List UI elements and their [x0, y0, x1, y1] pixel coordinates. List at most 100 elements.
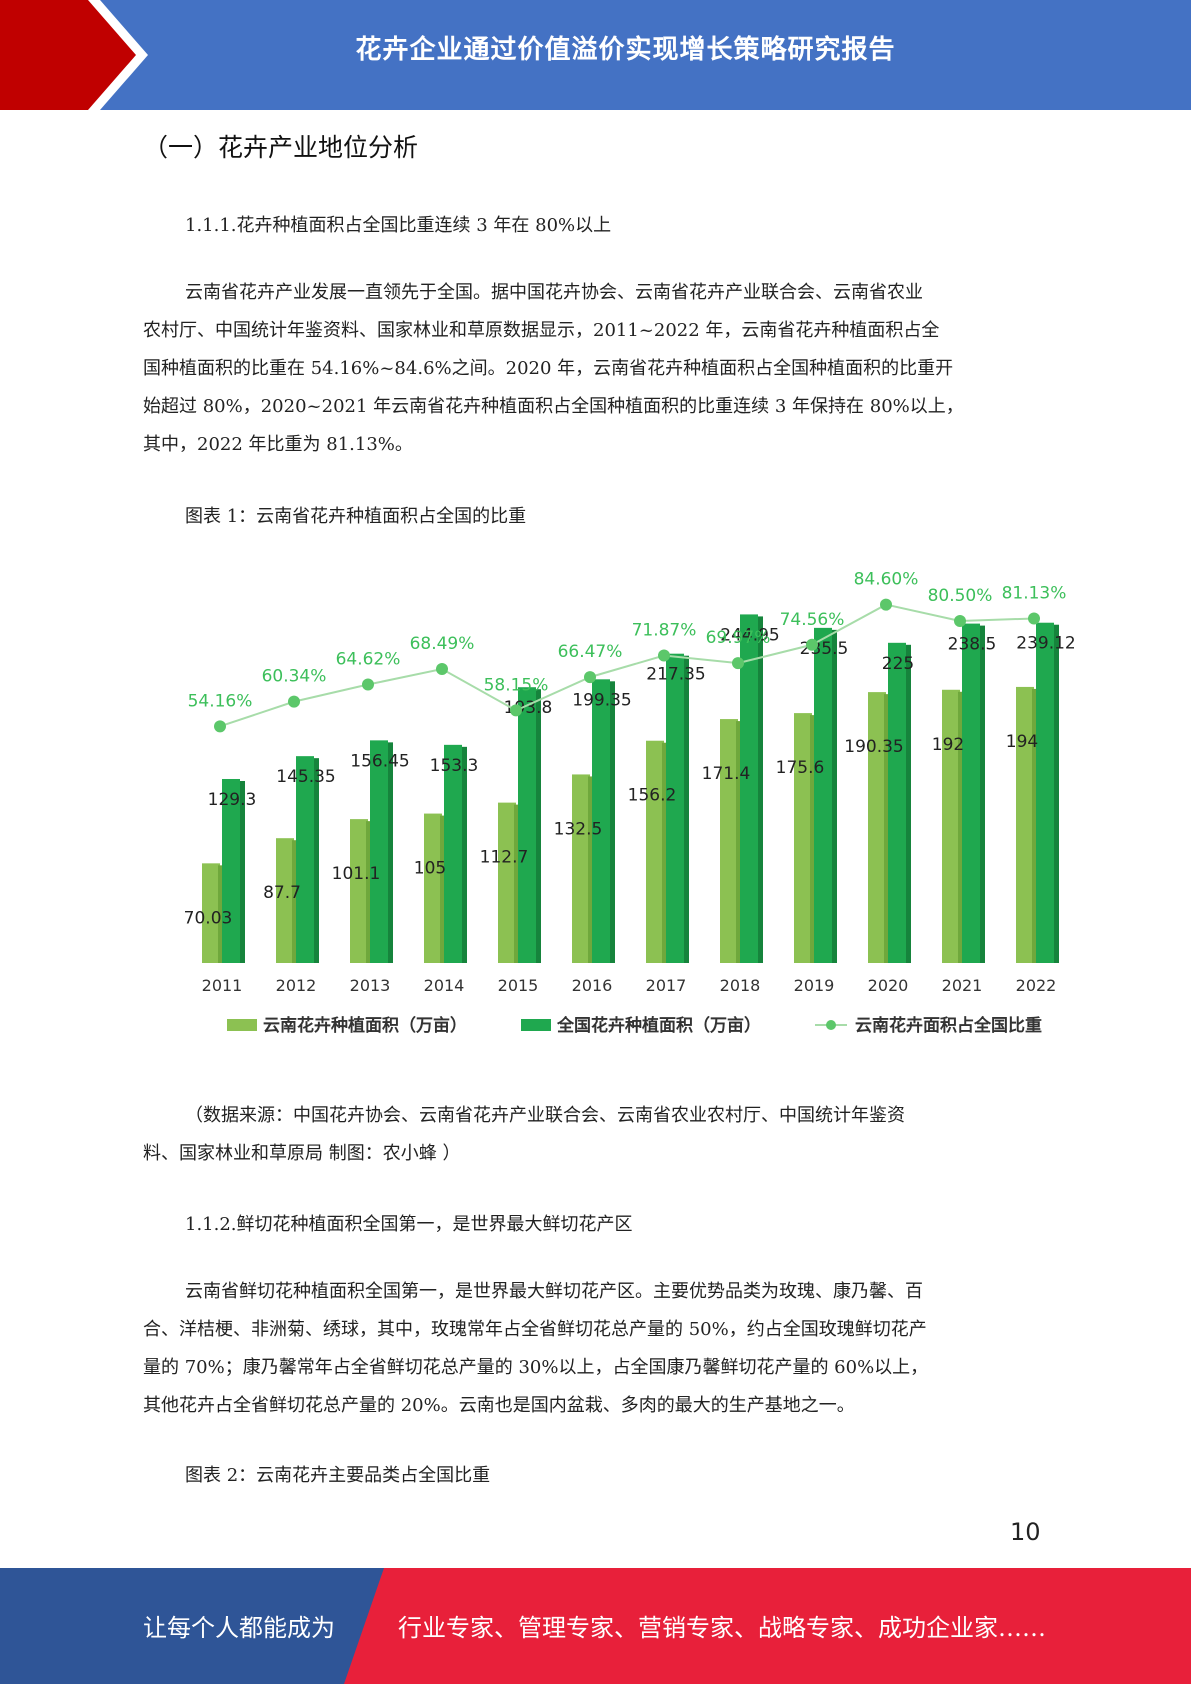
x-tick-label: 2018 — [720, 976, 761, 995]
bar-label-yunnan: 194 — [1006, 732, 1038, 752]
bar-national-side — [610, 681, 615, 963]
ratio-label: 74.56% — [780, 610, 845, 630]
bar-national-side — [906, 644, 911, 963]
bar-yunnan-2022 — [1016, 686, 1034, 963]
bar-label-national: 217.35 — [646, 665, 705, 685]
bar-yunnan-2020 — [868, 692, 886, 963]
figure-1-caption: 图表 1：云南省花卉种植面积占全国的比重 — [185, 506, 527, 527]
bar-label-national: 239.12 — [1016, 634, 1075, 654]
ratio-label: 71.87% — [632, 621, 697, 641]
ratio-point-2016 — [584, 671, 596, 684]
bar-yunnan-2015 — [498, 802, 516, 963]
bar-label-yunnan: 87.7 — [263, 883, 301, 903]
bar-national-2019 — [814, 627, 832, 963]
bar-national-2020 — [888, 642, 906, 963]
bar-national-2016 — [592, 679, 610, 963]
report-header: 花卉企业通过价值溢价实现增长策略研究报告 — [0, 0, 1191, 110]
x-tick-label: 2013 — [350, 976, 391, 995]
ratio-label: 64.62% — [336, 650, 401, 670]
bar-label-national: 153.3 — [430, 756, 479, 776]
paragraph-line: 云南省花卉产业发展一直领先于全国。据中国花卉协会、云南省花卉产业联合会、云南省农… — [185, 282, 923, 303]
x-tick-label: 2011 — [202, 976, 243, 995]
ratio-label: 69.97% — [706, 628, 771, 648]
ratio-label: 68.49% — [410, 634, 475, 654]
bar-label-national: 156.45 — [350, 751, 409, 771]
ratio-point-2013 — [362, 678, 374, 691]
bar-label-national: 199.35 — [572, 690, 631, 710]
bar-yunnan-side — [884, 694, 888, 963]
ratio-label: 81.13% — [1002, 583, 1067, 603]
ratio-point-2019 — [806, 638, 818, 651]
bar-yunnan-2021 — [942, 689, 960, 963]
bar-national-2014 — [444, 744, 462, 963]
bar-yunnan-2011 — [202, 863, 220, 963]
source-line: （数据来源：中国花卉协会、云南省花卉产业联合会、云南省农业农村厅、中国统计年鉴资 — [185, 1105, 905, 1126]
footer-slogan-left: 让每个人都能成为 — [143, 1614, 335, 1642]
bar-yunnan-2016 — [572, 774, 590, 963]
paragraph-line: 其中，2022 年比重为 81.13%。 — [143, 434, 413, 455]
bar-yunnan-side — [1032, 688, 1036, 963]
bar-label-yunnan: 175.6 — [776, 758, 825, 778]
report-title: 花卉企业通过价值溢价实现增长策略研究报告 — [355, 35, 896, 65]
bar-national-side — [1054, 624, 1059, 963]
ratio-label: 66.47% — [558, 642, 623, 662]
bar-label-national: 129.3 — [208, 790, 257, 810]
x-tick-label: 2022 — [1016, 976, 1057, 995]
ratio-point-2012 — [288, 695, 300, 708]
ratio-point-2011 — [214, 720, 226, 733]
paragraph-line: 始超过 80%，2020~2021 年云南省花卉种植面积占全国种植面积的比重连续… — [143, 396, 964, 417]
x-tick-label: 2014 — [424, 976, 465, 995]
subsection-heading-2: 1.1.2.鲜切花种植面积全国第一，是世界最大鲜切花产区 — [185, 1214, 633, 1235]
bar-national-2012 — [296, 756, 314, 963]
legend-label-yunnan: 云南花卉种植面积（万亩） — [263, 1015, 467, 1036]
ratio-line — [219, 603, 1035, 728]
x-tick-label: 2017 — [646, 976, 687, 995]
source-line: 料、国家林业和草原局 制图：农小蜂 ） — [143, 1143, 461, 1164]
legend-swatch-national — [521, 1019, 551, 1031]
x-tick-label: 2016 — [572, 976, 613, 995]
bar-yunnan-2013 — [350, 819, 368, 963]
bar-yunnan-side — [514, 804, 518, 963]
bar-yunnan-side — [366, 821, 370, 963]
ratio-label: 60.34% — [262, 667, 327, 687]
bar-yunnan-side — [588, 776, 592, 963]
ratio-point-2020 — [880, 598, 892, 611]
bar-label-yunnan: 156.2 — [628, 786, 677, 806]
x-tick-label: 2019 — [794, 976, 835, 995]
x-tick-label: 2015 — [498, 976, 539, 995]
combo-bar-line-chart: 70.03 129.3 2011 87.7 145.35 2012 101.1 156.45 2… — [184, 570, 1076, 1036]
legend-swatch-yunnan — [227, 1019, 257, 1031]
bar-national-side — [980, 625, 985, 963]
bar-national-side — [388, 742, 393, 963]
ratio-point-2021 — [954, 615, 966, 627]
bar-national-side — [758, 616, 763, 963]
ratio-point-2017 — [658, 649, 670, 662]
bar-national-2011 — [222, 778, 240, 963]
bar-national-side — [536, 689, 541, 963]
ratio-label: 84.60% — [854, 570, 919, 590]
bar-label-national: 225 — [882, 654, 914, 674]
footer-slogan-right: 行业专家、管理专家、营销专家、战略专家、成功企业家…… — [398, 1614, 1046, 1642]
bar-national-side — [832, 629, 837, 963]
section-title: （一）花卉产业地位分析 — [143, 133, 419, 162]
bar-yunnan-side — [810, 715, 814, 963]
ratio-label: 54.16% — [188, 691, 253, 711]
ratio-point-2014 — [436, 663, 448, 676]
bar-national-side — [684, 655, 689, 963]
bar-national-side — [314, 758, 319, 963]
paragraph-2: 云南省鲜切花种植面积全国第一，是世界最大鲜切花产区。主要优势品类为玫瑰、康乃馨、… — [143, 1273, 1053, 1425]
legend-marker-ratio — [826, 1020, 836, 1030]
bar-national-side — [240, 780, 245, 963]
bar-national-2013 — [370, 740, 388, 963]
bar-yunnan-2012 — [276, 838, 294, 963]
bar-yunnan-side — [736, 721, 740, 963]
paragraph-1: 云南省花卉产业发展一直领先于全国。据中国花卉协会、云南省花卉产业联合会、云南省农… — [143, 274, 1053, 464]
footer-banner — [0, 1568, 1191, 1684]
bar-yunnan-side — [440, 815, 444, 963]
bar-yunnan-2018 — [720, 719, 738, 963]
bar-label-national: 238.5 — [948, 635, 997, 655]
ratio-label: 58.15% — [484, 675, 549, 695]
bar-national-2018 — [740, 614, 758, 963]
bar-yunnan-side — [958, 691, 962, 963]
bar-national-2021 — [962, 623, 980, 963]
